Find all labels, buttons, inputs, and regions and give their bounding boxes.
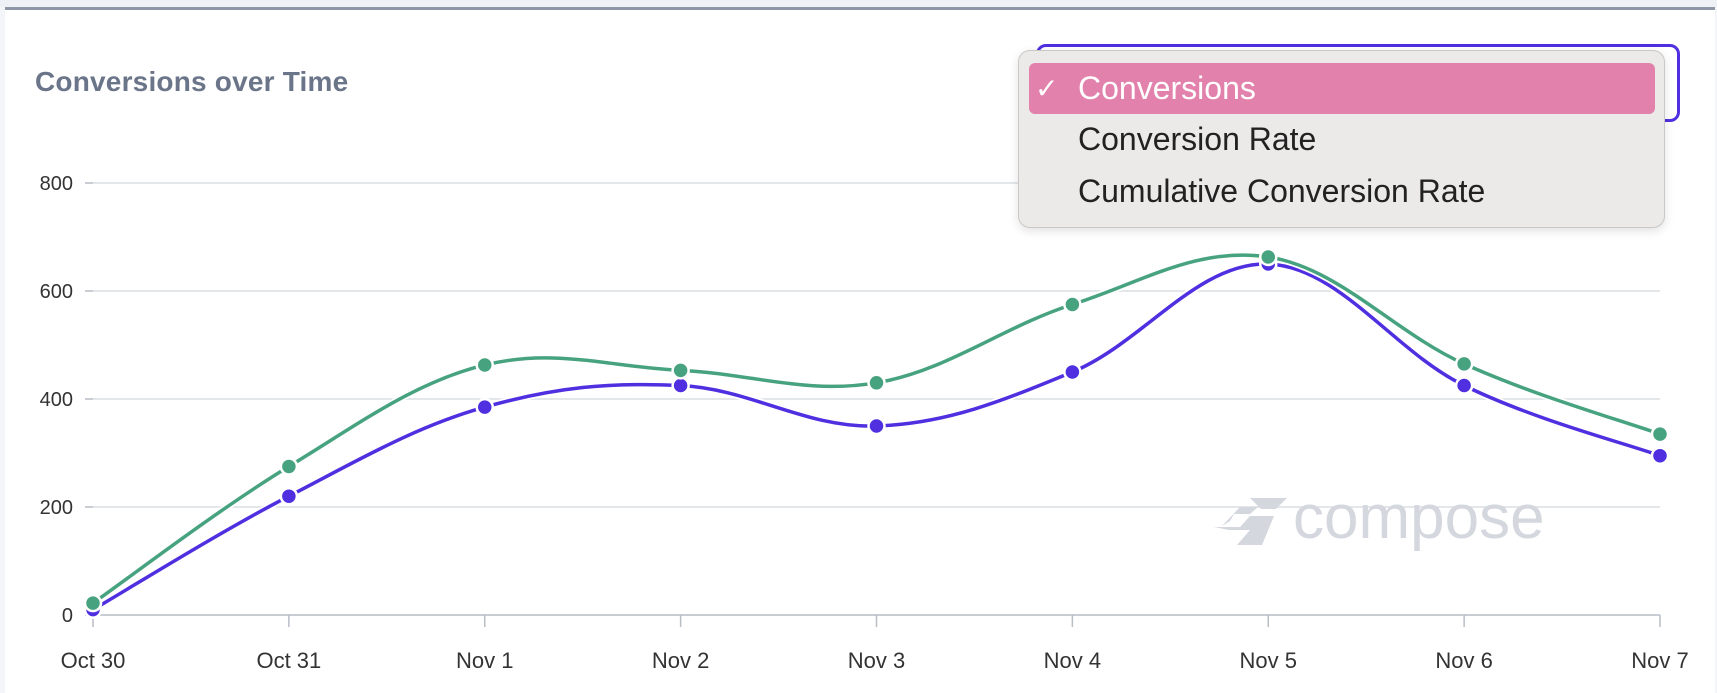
- watermark-text: compose: [1293, 483, 1545, 552]
- metric-dropdown-menu: ✓ Conversions Conversion Rate Cumulative…: [1018, 50, 1665, 228]
- menu-option-label: Cumulative Conversion Rate: [1078, 173, 1486, 209]
- series-purple: [83, 254, 1670, 619]
- x-tick-label: Nov 1: [456, 648, 513, 673]
- chart-title: Conversions over Time: [35, 66, 349, 97]
- data-point[interactable]: [475, 397, 494, 417]
- data-point[interactable]: [279, 457, 299, 476]
- data-point[interactable]: [1650, 446, 1670, 465]
- checkmark-icon: ✓: [1035, 73, 1059, 104]
- data-point[interactable]: [867, 416, 886, 436]
- data-point[interactable]: [1454, 354, 1474, 374]
- x-tick-label: Nov 6: [1435, 648, 1492, 673]
- series: [83, 247, 1670, 619]
- x-tick-label: Oct 31: [256, 648, 321, 673]
- x-tick-label: Oct 30: [61, 648, 126, 673]
- data-point[interactable]: [1454, 376, 1474, 395]
- data-point[interactable]: [867, 373, 886, 393]
- series-line-halo: [91, 260, 1662, 613]
- y-tick-label: 200: [40, 497, 73, 519]
- axes: 0 200 400 600 800 Oct 30 Oct 31 Nov 1 Nov 2 Nov 3…: [40, 173, 1689, 673]
- series-green: [83, 247, 1670, 613]
- menu-option-conversion-rate[interactable]: Conversion Rate: [1029, 114, 1655, 165]
- compose-logo-icon: [1214, 498, 1287, 545]
- x-tick-label: Nov 4: [1044, 648, 1101, 673]
- data-point[interactable]: [671, 376, 690, 395]
- y-tick-label: 600: [40, 281, 73, 303]
- y-tick-label: 800: [40, 173, 73, 195]
- series-line: [92, 262, 1661, 612]
- data-point[interactable]: [1063, 295, 1082, 314]
- data-point[interactable]: [279, 486, 299, 506]
- data-point[interactable]: [475, 355, 494, 375]
- top-strip: [0, 0, 1717, 7]
- compose-watermark: compose: [1214, 483, 1545, 552]
- x-tick-label: Nov 3: [848, 648, 905, 673]
- data-point[interactable]: [1259, 247, 1278, 267]
- x-tick-label: Nov 7: [1631, 648, 1688, 673]
- menu-option-cumulative-conversion-rate[interactable]: Cumulative Conversion Rate: [1029, 166, 1655, 217]
- data-point[interactable]: [671, 361, 690, 380]
- x-tick-label: Nov 2: [652, 648, 709, 673]
- data-point[interactable]: [1063, 362, 1082, 382]
- y-tick-label: 400: [40, 389, 73, 411]
- data-point[interactable]: [1650, 424, 1670, 444]
- data-point[interactable]: [83, 593, 103, 613]
- y-tick-label: 0: [62, 605, 73, 627]
- x-tick-label: Nov 5: [1240, 648, 1297, 673]
- menu-option-label: Conversion Rate: [1078, 121, 1317, 157]
- menu-option-conversions[interactable]: ✓ Conversions: [1029, 63, 1655, 114]
- menu-option-label: Conversions: [1078, 70, 1256, 106]
